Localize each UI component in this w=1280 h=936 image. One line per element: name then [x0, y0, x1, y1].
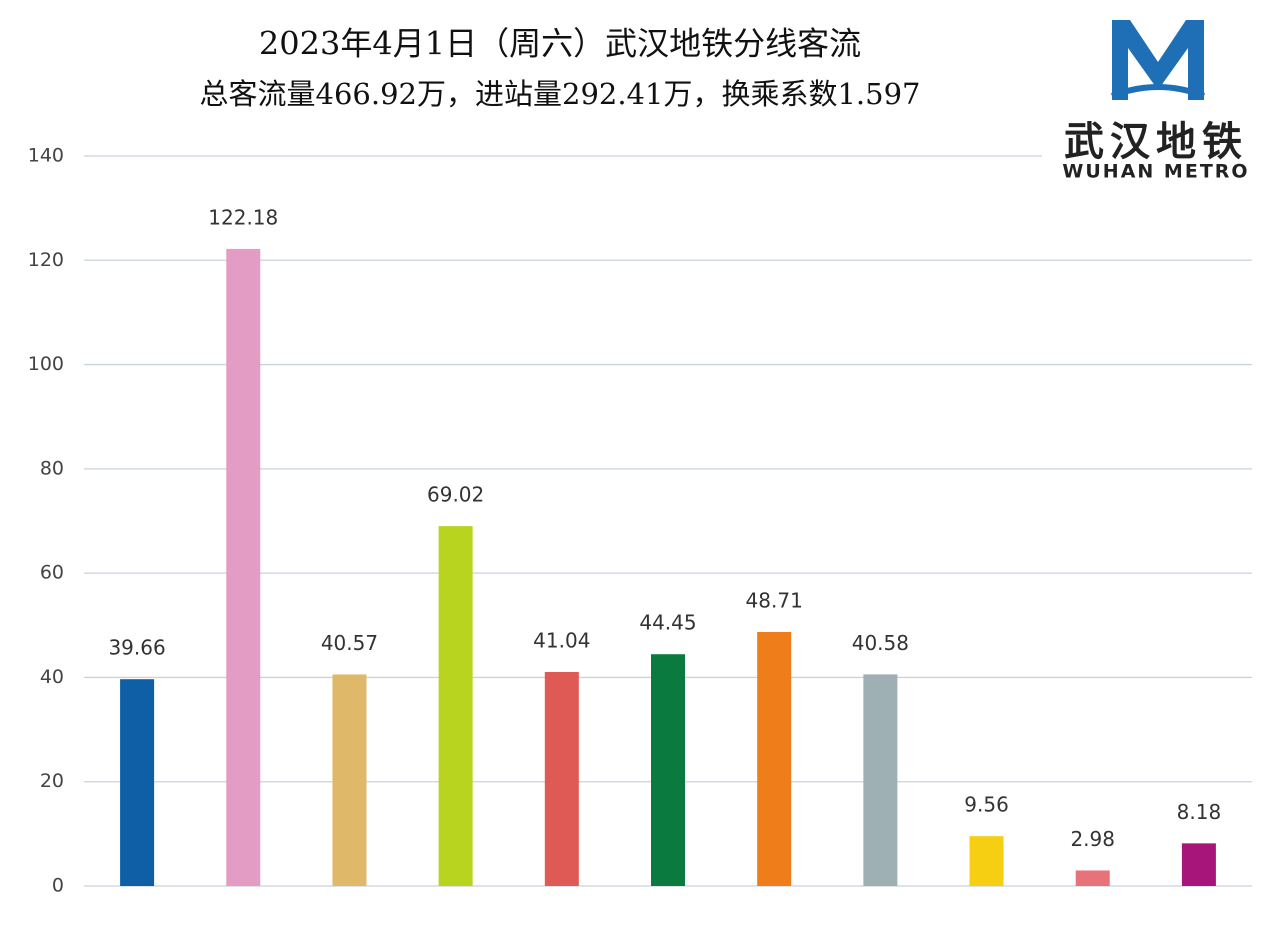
y-tick-label: 60 [40, 562, 64, 584]
bar [438, 526, 473, 886]
logo-name-en: WUHAN METRO [1062, 161, 1249, 183]
chart-subtitle: 总客流量466.92万，进站量292.41万，换乘系数1.597 [200, 77, 921, 111]
bar [1181, 843, 1216, 886]
bar [969, 836, 1004, 886]
bar [1075, 870, 1110, 886]
value-label: 2.98 [1070, 827, 1115, 851]
y-tick-label: 0 [52, 875, 64, 897]
y-tick-label: 140 [28, 145, 64, 167]
logo-mark [1112, 20, 1204, 100]
y-tick-label: 20 [40, 770, 64, 792]
logo-arc [1110, 84, 1206, 99]
value-label: 41.04 [533, 629, 590, 653]
value-label: 44.45 [639, 611, 696, 635]
y-tick-label: 120 [28, 249, 64, 271]
bar [544, 672, 579, 886]
chart-title: 2023年4月1日（周六）武汉地铁分线客流 [259, 25, 861, 63]
value-label: 40.57 [321, 631, 378, 655]
value-label: 122.18 [208, 205, 278, 229]
y-tick-label: 40 [40, 666, 64, 688]
bar [332, 674, 367, 886]
bar [863, 674, 898, 886]
logo-name-cn: 武汉地铁 [1064, 119, 1248, 165]
value-label: 69.02 [427, 483, 484, 507]
bar [757, 632, 792, 886]
value-label: 40.58 [852, 631, 909, 655]
y-tick-label: 80 [40, 457, 64, 479]
logo: 武汉地铁 WUHAN METRO [1042, 8, 1274, 188]
bar [651, 654, 685, 886]
plot-area: 0 20 40 60 80 100 120 140 39.66 122.18 40.57 69.02 4… [28, 145, 1252, 897]
bar [120, 679, 155, 886]
value-label: 8.18 [1177, 800, 1222, 824]
value-label: 48.71 [746, 589, 803, 613]
value-label: 39.66 [108, 636, 165, 660]
bar [226, 248, 261, 886]
value-label: 9.56 [964, 793, 1009, 817]
y-tick-label: 100 [28, 353, 64, 375]
logo-background [1042, 8, 1274, 188]
